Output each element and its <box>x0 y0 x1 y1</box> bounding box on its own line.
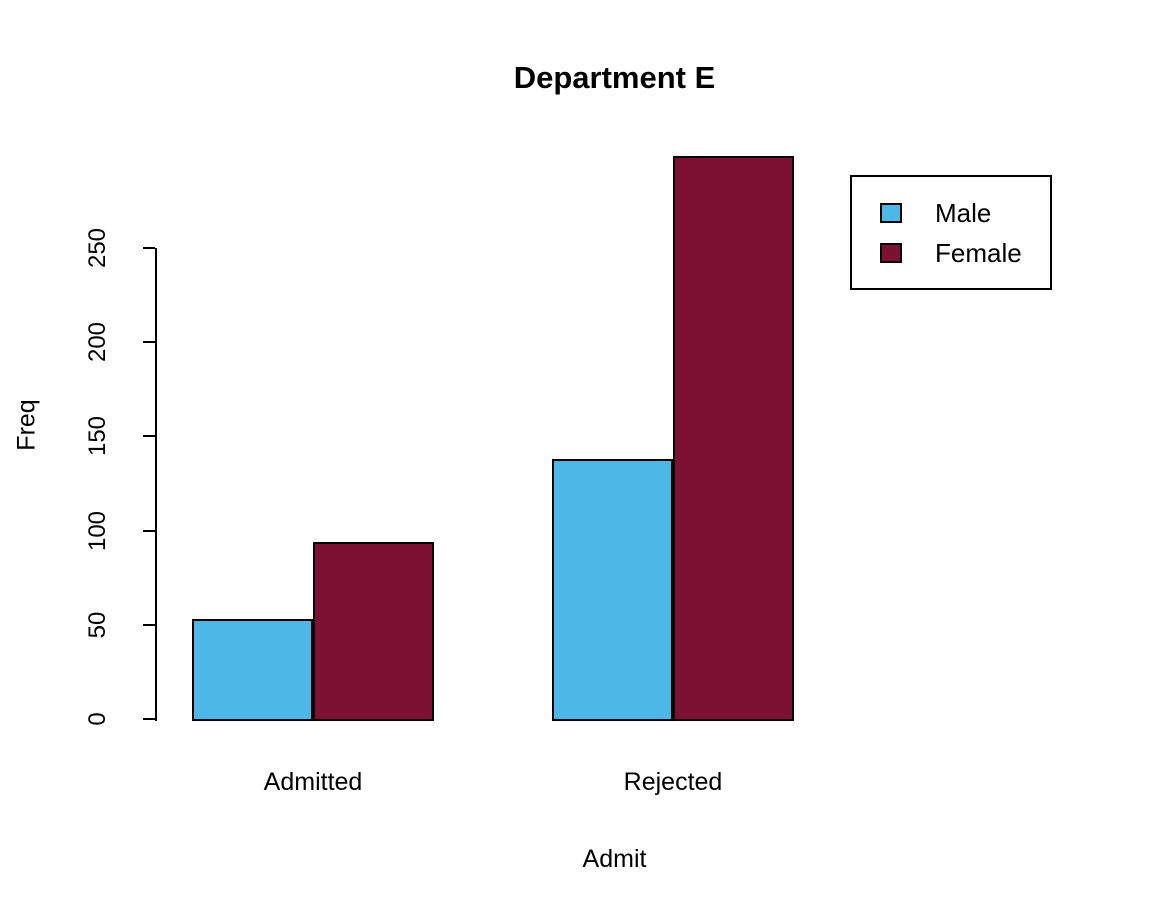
legend-item-male: Male <box>880 200 1050 226</box>
y-axis-label: Freq <box>12 399 41 451</box>
legend-label-male: Male <box>935 197 992 228</box>
y-axis-tick <box>143 623 155 626</box>
bar-female-admitted <box>313 541 434 721</box>
y-tick-label: 200 <box>84 322 111 363</box>
male-swatch-icon <box>880 202 902 223</box>
category-label-rejected: Rejected <box>623 768 723 796</box>
bar-male-admitted <box>192 619 313 721</box>
chart-title: Department E <box>513 60 716 95</box>
legend-label-female: Female <box>935 237 1022 268</box>
y-axis-tick <box>143 529 155 532</box>
y-tick-label: 250 <box>84 227 111 269</box>
y-tick-label: 0 <box>84 712 111 726</box>
y-tick-label: 50 <box>84 611 111 639</box>
y-axis-tick <box>143 435 155 438</box>
y-tick-label: 150 <box>84 416 111 457</box>
y-axis-line <box>155 248 157 721</box>
x-axis-label: Admit <box>582 845 647 873</box>
bar-female-rejected <box>673 155 794 721</box>
y-axis-tick <box>143 247 155 249</box>
legend-box: Male Female <box>850 175 1052 290</box>
category-label-admitted: Admitted <box>263 768 363 796</box>
y-axis-tick <box>143 341 155 344</box>
bar-male-rejected <box>552 459 673 721</box>
y-axis-tick <box>143 718 155 720</box>
legend-item-female: Female <box>880 240 1050 266</box>
y-tick-label: 100 <box>84 510 111 551</box>
female-swatch-icon <box>880 242 902 263</box>
